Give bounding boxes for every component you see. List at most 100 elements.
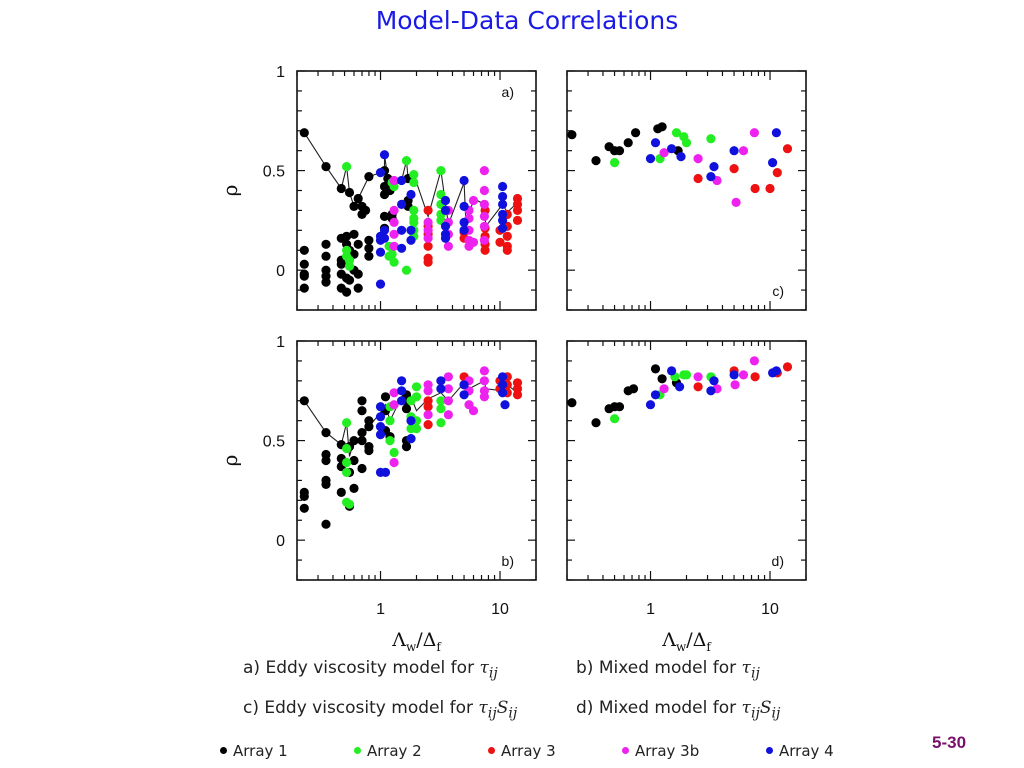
legend-marker-icon: [622, 747, 629, 754]
data-point: [768, 158, 778, 168]
data-point: [659, 148, 669, 158]
data-point: [379, 233, 390, 243]
data-point: [591, 156, 601, 166]
data-point: [357, 428, 367, 438]
data-point: [436, 404, 446, 414]
data-point: [344, 499, 355, 509]
x-tick-label: 10: [761, 601, 779, 618]
data-point: [423, 402, 433, 412]
data-point: [468, 195, 479, 206]
data-point: [364, 445, 374, 456]
data-point: [342, 231, 352, 241]
data-point: [375, 422, 386, 432]
legend-item-array-2: Array 2: [354, 742, 422, 760]
data-point: [397, 243, 407, 253]
data-point: [479, 376, 489, 386]
data-point: [321, 428, 331, 438]
data-point: [380, 467, 391, 477]
data-point: [406, 434, 416, 444]
data-point: [379, 211, 390, 221]
data-point: [693, 173, 703, 184]
data-point: [379, 225, 390, 235]
data-point: [495, 237, 505, 247]
data-point: [423, 410, 433, 420]
caption-d-math: τijSij: [741, 698, 781, 722]
panel-label: c): [772, 283, 784, 299]
data-point: [406, 189, 416, 200]
data-point: [706, 172, 716, 182]
data-point: [353, 283, 363, 293]
data-point: [614, 402, 625, 412]
y-tick-label: 1: [276, 64, 285, 81]
legend-item-array-3b: Array 3b: [622, 742, 699, 760]
data-point: [771, 128, 782, 138]
data-point: [675, 382, 685, 392]
y-tick-label: 0: [276, 533, 285, 550]
panel-c: c): [566, 70, 807, 311]
data-point: [387, 249, 397, 259]
panel-label: d): [772, 553, 784, 569]
data-point: [299, 271, 309, 281]
data-point: [459, 175, 469, 186]
data-point: [645, 400, 656, 410]
data-point: [389, 241, 399, 251]
data-point: [342, 457, 352, 468]
data-point: [443, 396, 453, 406]
x-tick-label: 1: [646, 601, 655, 618]
mean-line: [303, 132, 518, 229]
y-axis-label: ρ: [218, 185, 242, 197]
data-point: [512, 390, 523, 400]
caption-a-text: a) Eddy viscosity model for: [243, 658, 480, 678]
legend-marker-icon: [220, 747, 227, 754]
data-point: [659, 384, 669, 394]
series-array-4: [375, 372, 510, 477]
data-point: [353, 269, 363, 279]
panel-d: 1 10 Λw/Δf d): [566, 340, 807, 654]
data-point: [645, 154, 656, 164]
data-point: [409, 177, 419, 188]
panel-label: a): [502, 84, 514, 100]
data-point: [411, 382, 422, 392]
data-point: [397, 386, 407, 396]
data-point: [389, 217, 399, 227]
data-point: [650, 138, 661, 148]
data-point: [498, 372, 508, 382]
data-point: [379, 150, 390, 160]
panel-b: 0 0.5 1 ρ 1 10 Λw/Δf b): [218, 334, 537, 654]
legend-label: Array 4: [779, 742, 834, 760]
data-point: [479, 221, 489, 231]
y-tick-label: 0.5: [263, 434, 285, 451]
data-point: [693, 372, 703, 382]
caption-b-text: b) Mixed model for: [576, 658, 742, 678]
series-array-1: [567, 364, 682, 428]
data-point: [336, 259, 346, 269]
data-point: [512, 215, 523, 225]
data-point: [667, 144, 677, 154]
data-point: [440, 233, 451, 243]
data-point: [459, 217, 469, 227]
data-point: [480, 245, 490, 255]
data-point: [479, 235, 489, 245]
data-point: [782, 144, 793, 154]
data-point: [353, 239, 363, 249]
data-point: [361, 205, 371, 215]
data-point: [349, 483, 359, 493]
data-point: [423, 233, 433, 243]
caption-c: c) Eddy viscosity model for τijSij: [243, 698, 517, 721]
data-point: [406, 225, 416, 235]
data-point: [401, 404, 412, 414]
panel-label: b): [502, 553, 514, 569]
data-point: [436, 396, 446, 406]
data-point: [459, 390, 469, 400]
data-point: [440, 205, 451, 215]
series-array-3b: [659, 128, 760, 207]
data-point: [443, 241, 453, 251]
data-point: [299, 503, 309, 513]
data-point: [389, 229, 399, 239]
caption-d-text: d) Mixed model for: [576, 698, 742, 718]
data-point: [693, 154, 703, 164]
legend-item-array-4: Array 4: [766, 742, 834, 760]
data-point: [610, 414, 620, 424]
data-point: [591, 418, 601, 428]
